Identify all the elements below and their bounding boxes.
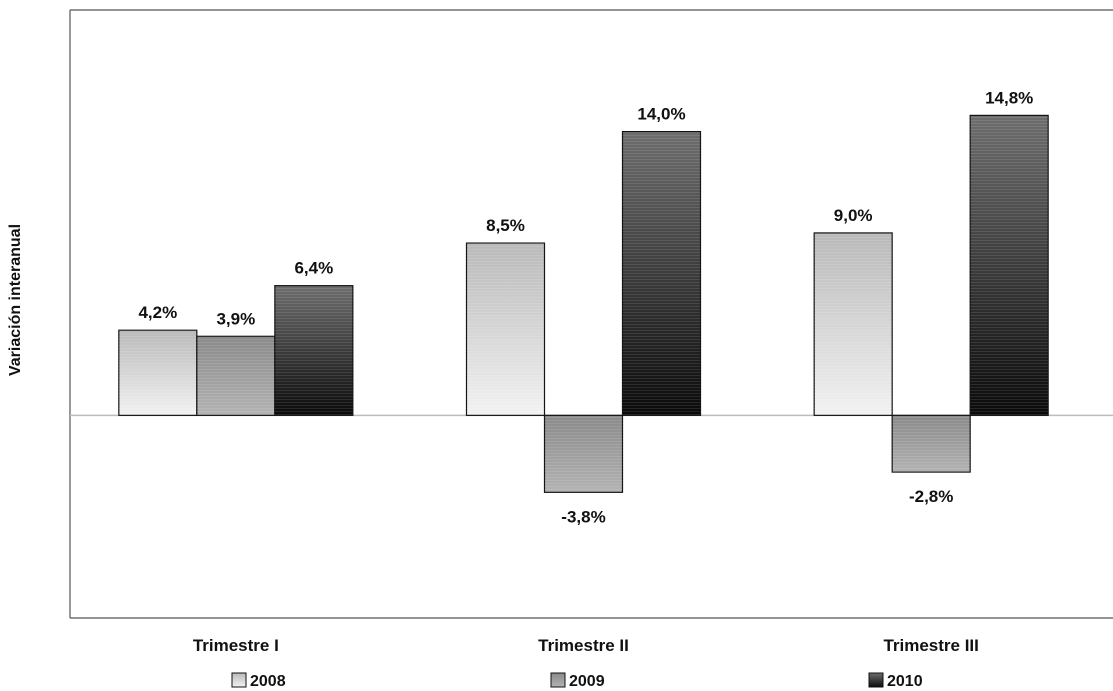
legend-label-2008: 2008 — [250, 673, 286, 690]
category-label-trimestre-i: Trimestre I — [193, 636, 279, 655]
legend-swatch-2008 — [231, 672, 247, 688]
data-label-trimestre-iii-2010: 14,8% — [985, 88, 1033, 107]
data-labels-group: 4,2% 3,9% 6,4% 8,5% -3,8% 14,0% 9,0% -2,8% 14,8% — [138, 88, 1033, 526]
bar-texture-trimestre-iii-2010 — [970, 115, 1049, 416]
category-label-trimestre-ii: Trimestre II — [538, 636, 629, 655]
bar-texture-trimestre-iii-2008 — [814, 232, 893, 416]
legend-swatch-2010 — [868, 672, 884, 688]
bar-texture-trimestre-i-2010 — [274, 285, 353, 416]
bar-texture-trimestre-ii-2010 — [622, 131, 701, 416]
data-label-trimestre-i-2009: 3,9% — [216, 309, 255, 328]
legend-swatch-2009 — [550, 672, 566, 688]
category-labels-group: Trimestre I Trimestre II Trimestre III — [193, 636, 979, 655]
legend-label-2009: 2009 — [569, 673, 605, 690]
bar-texture-trimestre-ii-2008 — [466, 243, 545, 416]
data-label-trimestre-i-2008: 4,2% — [138, 303, 177, 322]
data-label-trimestre-iii-2009: -2,8% — [909, 487, 953, 506]
data-label-trimestre-ii-2010: 14,0% — [637, 105, 685, 124]
data-label-trimestre-i-2010: 6,4% — [294, 259, 333, 278]
legend-label-2010: 2010 — [887, 673, 923, 690]
data-label-trimestre-ii-2009: -3,8% — [561, 507, 605, 526]
y-axis-title: Variación interanual — [7, 224, 24, 376]
bar-texture-trimestre-i-2009 — [196, 336, 275, 416]
bar-texture-trimestre-ii-2009 — [544, 415, 623, 493]
data-label-trimestre-iii-2008: 9,0% — [834, 206, 873, 225]
bar-texture-trimestre-iii-2009 — [892, 415, 971, 473]
category-label-trimestre-iii: Trimestre III — [883, 636, 978, 655]
legend: 2008 2009 2010 — [231, 672, 923, 690]
bars-group — [118, 114, 1049, 493]
bar-texture-trimestre-i-2008 — [118, 330, 197, 416]
data-label-trimestre-ii-2008: 8,5% — [486, 216, 525, 235]
